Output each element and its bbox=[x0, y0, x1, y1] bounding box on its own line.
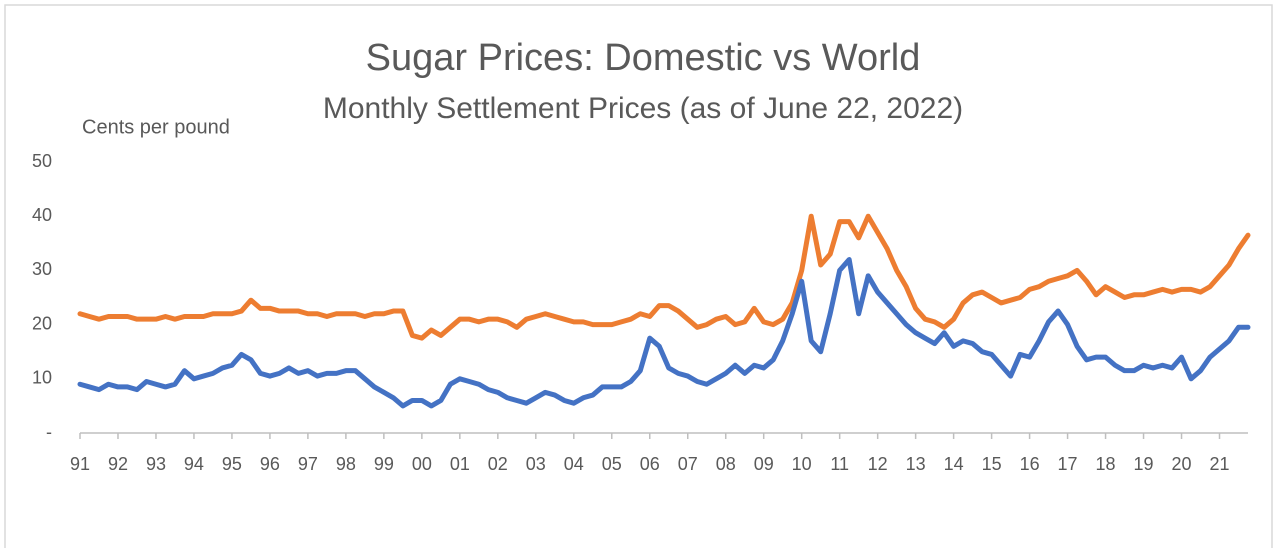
x-tick-label: 95 bbox=[222, 454, 242, 474]
y-tick-label: 10 bbox=[32, 368, 52, 388]
x-tick-label: 92 bbox=[108, 454, 128, 474]
x-tick-label: 08 bbox=[716, 454, 736, 474]
chart-title: Sugar Prices: Domestic vs World bbox=[366, 37, 921, 79]
x-tick-label: 01 bbox=[450, 454, 470, 474]
line-series bbox=[77, 257, 1251, 409]
x-tick-label: 98 bbox=[336, 454, 356, 474]
x-tick-label: 07 bbox=[678, 454, 698, 474]
x-tick-label: 12 bbox=[868, 454, 888, 474]
y-tick-label: 40 bbox=[32, 205, 52, 225]
y-tick-label: 30 bbox=[32, 259, 52, 279]
x-tick-label: 02 bbox=[488, 454, 508, 474]
y-tick-label: - bbox=[46, 422, 52, 442]
x-tick-label: 91 bbox=[70, 454, 90, 474]
x-tick-label: 13 bbox=[906, 454, 926, 474]
y-axis-label: Cents per pound bbox=[82, 116, 230, 138]
x-tick-label: 99 bbox=[374, 454, 394, 474]
x-tick-label: 09 bbox=[754, 454, 774, 474]
x-tick-label: 16 bbox=[1020, 454, 1040, 474]
x-tick-label: 94 bbox=[184, 454, 204, 474]
x-tick-label: 14 bbox=[944, 454, 964, 474]
x-tick-label: 18 bbox=[1096, 454, 1116, 474]
chart-subtitle: Monthly Settlement Prices (as of June 22… bbox=[323, 92, 963, 125]
x-tick-label: 93 bbox=[146, 454, 166, 474]
x-tick-label: 10 bbox=[792, 454, 812, 474]
chart-border bbox=[4, 4, 1273, 548]
x-tick-label: 20 bbox=[1172, 454, 1192, 474]
x-tick-label: 11 bbox=[830, 454, 849, 474]
line-series bbox=[77, 213, 1251, 341]
x-tick-label: 05 bbox=[602, 454, 622, 474]
x-tick-label: 06 bbox=[640, 454, 660, 474]
x-tick-label: 04 bbox=[564, 454, 584, 474]
x-tick-label: 00 bbox=[412, 454, 432, 474]
x-tick-label: 97 bbox=[298, 454, 318, 474]
y-tick-label: 50 bbox=[32, 151, 52, 171]
y-tick-label: 20 bbox=[32, 313, 52, 333]
x-tick-label: 21 bbox=[1209, 454, 1229, 474]
x-tick-label: 15 bbox=[982, 454, 1002, 474]
x-tick-label: 96 bbox=[260, 454, 280, 474]
x-tick-label: 03 bbox=[526, 454, 546, 474]
x-tick-label: 17 bbox=[1058, 454, 1078, 474]
x-tick-label: 19 bbox=[1134, 454, 1154, 474]
